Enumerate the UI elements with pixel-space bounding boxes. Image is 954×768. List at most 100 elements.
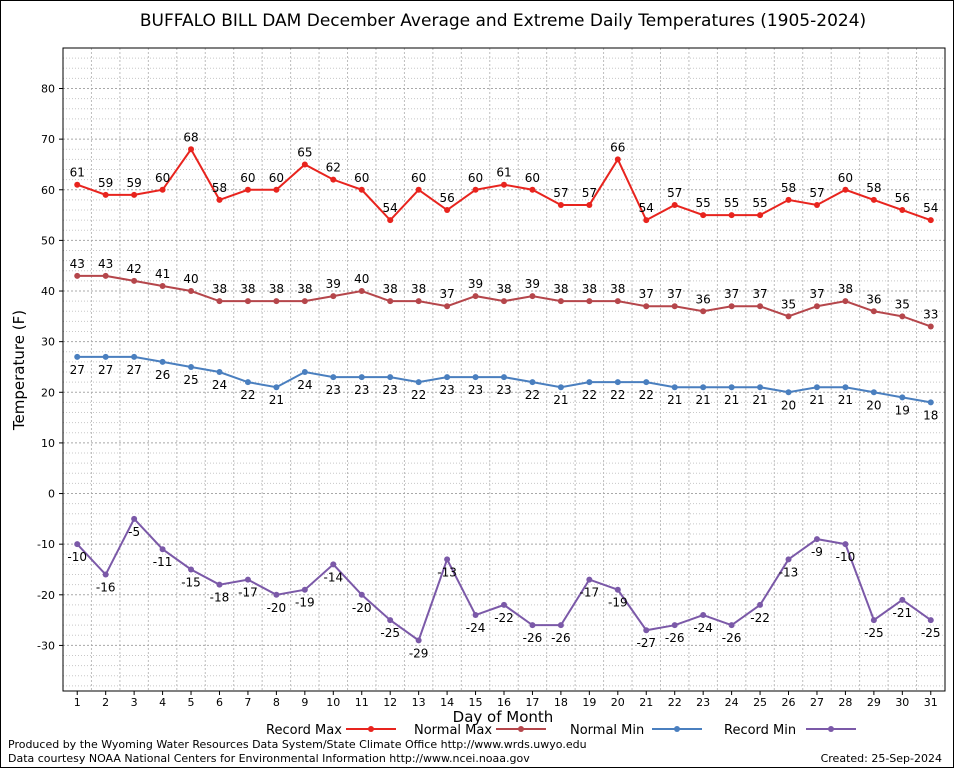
record-min-data-label: -19 bbox=[295, 596, 315, 610]
normal-max-point bbox=[529, 293, 536, 300]
record-max-point bbox=[415, 186, 422, 193]
normal-max-point bbox=[444, 303, 451, 310]
normal-min-data-label: 21 bbox=[724, 393, 739, 407]
normal-max-data-label: 37 bbox=[752, 287, 767, 301]
y-tick-label: -20 bbox=[37, 589, 55, 602]
record-min-data-label: -24 bbox=[693, 621, 713, 635]
normal-max-point bbox=[785, 313, 792, 320]
record-min-data-label: -18 bbox=[210, 591, 230, 605]
x-tick-label: 30 bbox=[895, 696, 909, 709]
record-min-point bbox=[899, 596, 906, 603]
normal-max-point bbox=[330, 293, 337, 300]
record-min-point bbox=[842, 541, 849, 548]
normal-max-point bbox=[927, 323, 934, 330]
record-max-point bbox=[671, 201, 678, 208]
record-max-point bbox=[273, 186, 280, 193]
normal-min-data-label: 21 bbox=[809, 393, 824, 407]
x-tick-label: 25 bbox=[753, 696, 767, 709]
record-max-data-label: 68 bbox=[183, 130, 198, 144]
normal-min-data-label: 23 bbox=[326, 383, 341, 397]
normal-max-data-label: 39 bbox=[326, 277, 341, 291]
normal-min-data-label: 21 bbox=[269, 393, 284, 407]
normal-min-point bbox=[102, 353, 109, 360]
normal-max-point bbox=[501, 298, 507, 305]
record-min-point bbox=[529, 622, 536, 629]
record-max-point bbox=[358, 186, 365, 193]
record-max-point bbox=[102, 191, 109, 198]
record-min-data-label: -14 bbox=[323, 570, 343, 584]
record-max-legend-marker bbox=[368, 726, 374, 732]
record-max-point bbox=[74, 181, 81, 188]
record-min-point bbox=[387, 617, 394, 624]
normal-max-data-label: 43 bbox=[70, 257, 85, 271]
record-min-point bbox=[671, 622, 678, 629]
record-max-data-label: 58 bbox=[781, 181, 796, 195]
normal-min-point bbox=[415, 379, 422, 386]
normal-max-data-label: 38 bbox=[610, 282, 625, 296]
x-tick-label: 20 bbox=[611, 696, 625, 709]
record-max-data-label: 59 bbox=[126, 176, 141, 190]
record-max-point bbox=[728, 212, 735, 219]
x-tick-label: 12 bbox=[383, 696, 397, 709]
record-min-point bbox=[358, 591, 365, 598]
normal-max-point bbox=[842, 298, 849, 305]
normal-min-data-label: 20 bbox=[866, 398, 881, 412]
record-max-data-label: 54 bbox=[639, 201, 654, 215]
normal-min-data-label: 21 bbox=[696, 393, 711, 407]
x-tick-label: 7 bbox=[244, 696, 251, 709]
y-axis-label: Temperature (F) bbox=[10, 310, 28, 431]
normal-max-point bbox=[273, 298, 280, 305]
record-min-data-label: -21 bbox=[893, 606, 913, 620]
record-max-point bbox=[330, 176, 337, 183]
normal-max-data-label: 38 bbox=[383, 282, 398, 296]
record-min-point bbox=[586, 576, 593, 583]
record-min-point bbox=[728, 622, 735, 629]
normal-min-data-label: 20 bbox=[781, 398, 796, 412]
record-min-point bbox=[444, 556, 451, 563]
record-max-data-label: 54 bbox=[923, 201, 938, 215]
normal-max-point bbox=[614, 298, 621, 305]
normal-max-point bbox=[757, 303, 764, 310]
record-max-point bbox=[927, 217, 934, 224]
record-min-data-label: -17 bbox=[580, 586, 600, 600]
record-min-data-label: -24 bbox=[466, 621, 486, 635]
normal-min-data-label: 24 bbox=[297, 378, 312, 392]
normal-min-point bbox=[557, 384, 564, 391]
y-tick-label: 20 bbox=[41, 386, 55, 399]
footer-producer: Produced by the Wyoming Water Resources … bbox=[8, 738, 587, 751]
record-min-data-label: -15 bbox=[181, 575, 201, 589]
record-min-data-label: -25 bbox=[921, 626, 941, 640]
x-tick-label: 16 bbox=[497, 696, 511, 709]
normal-max-point bbox=[643, 303, 650, 310]
record-min-point bbox=[927, 617, 934, 624]
x-tick-label: 19 bbox=[582, 696, 596, 709]
normal-min-data-label: 23 bbox=[496, 383, 511, 397]
record-max-legend-label: Record Max bbox=[266, 723, 342, 738]
normal-max-point bbox=[74, 272, 81, 279]
normal-max-data-label: 38 bbox=[297, 282, 312, 296]
record-min-point bbox=[244, 576, 251, 583]
normal-min-data-label: 22 bbox=[639, 388, 654, 402]
record-min-data-label: -5 bbox=[128, 525, 140, 539]
record-max-point bbox=[501, 181, 507, 188]
record-min-data-label: -19 bbox=[608, 596, 628, 610]
normal-min-point bbox=[757, 384, 764, 391]
record-max-data-label: 60 bbox=[155, 171, 170, 185]
normal-max-data-label: 39 bbox=[525, 277, 540, 291]
normal-max-point bbox=[472, 293, 479, 300]
x-tick-label: 26 bbox=[782, 696, 796, 709]
record-max-data-label: 61 bbox=[70, 166, 85, 180]
normal-min-data-label: 21 bbox=[838, 393, 853, 407]
x-tick-label: 22 bbox=[668, 696, 682, 709]
normal-max-point bbox=[244, 298, 251, 305]
x-tick-label: 4 bbox=[159, 696, 166, 709]
record-max-point bbox=[899, 207, 906, 214]
normal-max-data-label: 39 bbox=[468, 277, 483, 291]
normal-min-point bbox=[842, 384, 849, 391]
record-min-data-label: -22 bbox=[494, 611, 514, 625]
normal-min-data-label: 23 bbox=[383, 383, 398, 397]
record-max-data-label: 65 bbox=[297, 145, 312, 159]
normal-min-data-label: 22 bbox=[582, 388, 597, 402]
normal-min-point bbox=[785, 389, 792, 396]
